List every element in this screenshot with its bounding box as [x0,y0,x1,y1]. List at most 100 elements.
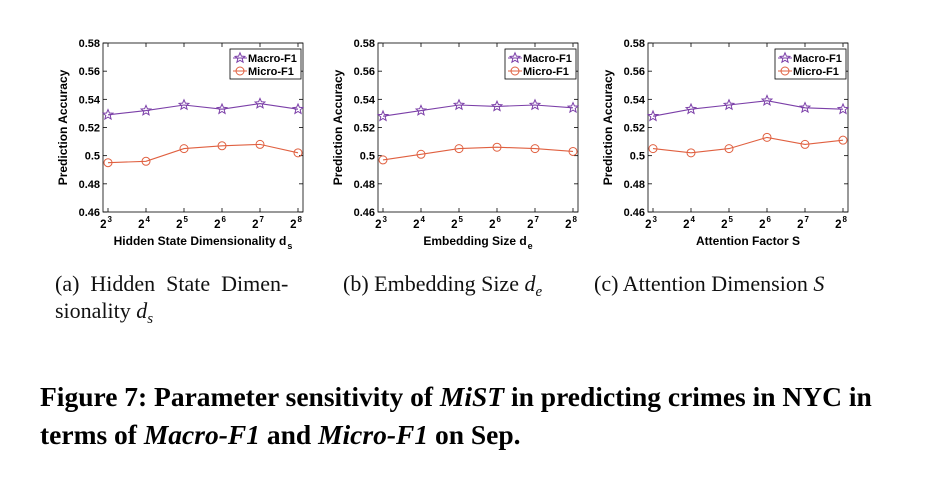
star-marker [376,109,390,122]
x-tick-exponent: 5 [458,215,463,224]
circle-marker [762,132,772,142]
x-tick-exponent: 3 [652,215,657,224]
series-line [107,143,299,164]
subcaption-a-sub: s [147,311,154,328]
y-axis-label: Prediction Accuracy [56,69,70,185]
star-marker [646,109,660,122]
star-marker [253,97,267,109]
x-axis-label-sub: e [528,241,533,251]
star-marker [528,98,542,111]
x-tick-label: 27 [252,215,264,231]
y-tick-label: 0.56 [79,66,100,78]
figure-caption-macro: Macro-F1 [143,419,260,450]
star-marker [414,104,428,116]
x-tick-label: 25 [451,215,463,231]
x-tick-exponent: 7 [804,215,809,224]
circle-marker [724,144,734,154]
y-tick-label: 0.48 [354,179,375,191]
figure-caption-mist: MiST [439,381,505,412]
legend-box [229,48,302,80]
chart-svg: 0.46 0.48 0.5 0.52 0.54 0.56 0.58 23 24 25 26 27 28 M… [56,38,305,251]
x-tick-exponent: 4 [690,215,695,224]
x-tick-label: 24 [138,215,150,231]
circle-marker [454,144,464,154]
x-tick-label: 25 [721,215,733,231]
y-tick-label: 0.58 [354,38,375,50]
star-marker [722,98,736,111]
series-line [652,100,844,117]
x-tick-label: 28 [290,215,302,231]
x-tick-exponent: 8 [297,215,302,224]
circle-marker [141,156,151,166]
subcaption-a-var: d [136,298,148,323]
y-tick-label: 0.5 [630,151,645,163]
legend-marker [780,66,790,76]
x-tick-exponent: 3 [382,215,387,224]
series-line [652,136,844,154]
x-tick-label: 26 [214,215,226,231]
x-tick-label: 26 [489,215,501,231]
x-tick-exponent: 5 [728,215,733,224]
x-tick-exponent: 8 [572,215,577,224]
star-marker [452,98,466,111]
series-macro-f1 [376,98,580,122]
y-tick-label: 0.58 [79,38,100,50]
x-tick-label: 24 [683,215,695,231]
legend-label: Micro-F1 [793,66,839,78]
circle-marker [255,139,265,149]
x-tick-label: 24 [413,215,425,231]
chart-attention-factor: 0.46 0.48 0.5 0.52 0.54 0.56 0.58 23 24 25 26 27 28 M… [590,0,890,270]
subcaption-a-text: sionality [55,298,137,323]
x-tick-label: 27 [797,215,809,231]
figure-caption-part1: Figure 7: Parameter sensitivity of [40,381,440,412]
y-tick-label: 0.58 [624,38,645,50]
star-marker [836,102,850,115]
legend-label: Macro-F1 [793,53,842,65]
y-tick-label: 0.48 [79,179,100,191]
chart-svg: 0.46 0.48 0.5 0.52 0.54 0.56 0.58 23 24 25 26 27 28 M… [601,38,850,248]
subcaption-a-line1: (a) Hidden State Dimen- [55,271,289,296]
circle-marker [800,139,810,149]
figure-caption: Figure 7: Parameter sensitivity of MiST … [40,378,900,454]
series-line [107,103,299,116]
x-tick-label: 23 [375,215,387,231]
x-tick-label: 28 [565,215,577,231]
x-tick-exponent: 7 [259,215,264,224]
x-tick-exponent: 6 [496,215,501,224]
circle-marker [416,149,426,159]
legend-marker [235,66,245,76]
x-tick-exponent: 8 [842,215,847,224]
legend-label: Micro-F1 [523,66,569,78]
circle-marker [378,155,388,165]
star-marker [798,101,812,114]
y-tick-label: 0.54 [624,94,646,106]
legend-label: Macro-F1 [248,53,297,65]
x-tick-exponent: 6 [766,215,771,224]
subcaption-c-text: (c) Attention Dimension [594,271,814,296]
series-line [382,104,574,117]
x-tick-label: 28 [835,215,847,231]
series-macro-f1 [101,97,305,121]
y-tick-label: 0.46 [354,207,375,219]
subcaption-c-var: S [813,271,825,296]
figure-caption-part3: and [259,419,319,450]
figure-caption-micro: Micro-F1 [318,419,429,450]
circle-marker [530,144,540,154]
legend-label: Macro-F1 [523,53,572,65]
legend-marker [778,51,792,64]
series-micro-f1 [378,142,578,165]
series-macro-f1 [646,94,850,122]
x-axis-label: Embedding Size de [423,234,532,251]
star-marker [101,108,115,121]
star-marker [684,102,698,115]
circle-marker [686,148,696,158]
subcaption-b-var: d [524,271,536,296]
legend-marker [510,66,520,76]
subcaption-a: (a) Hidden State Dimen- sionality ds [55,270,340,333]
x-tick-label: 25 [176,215,188,231]
star-marker [291,102,305,115]
y-axis-label: Prediction Accuracy [331,69,345,185]
x-axis-label-sub: s [287,241,292,251]
